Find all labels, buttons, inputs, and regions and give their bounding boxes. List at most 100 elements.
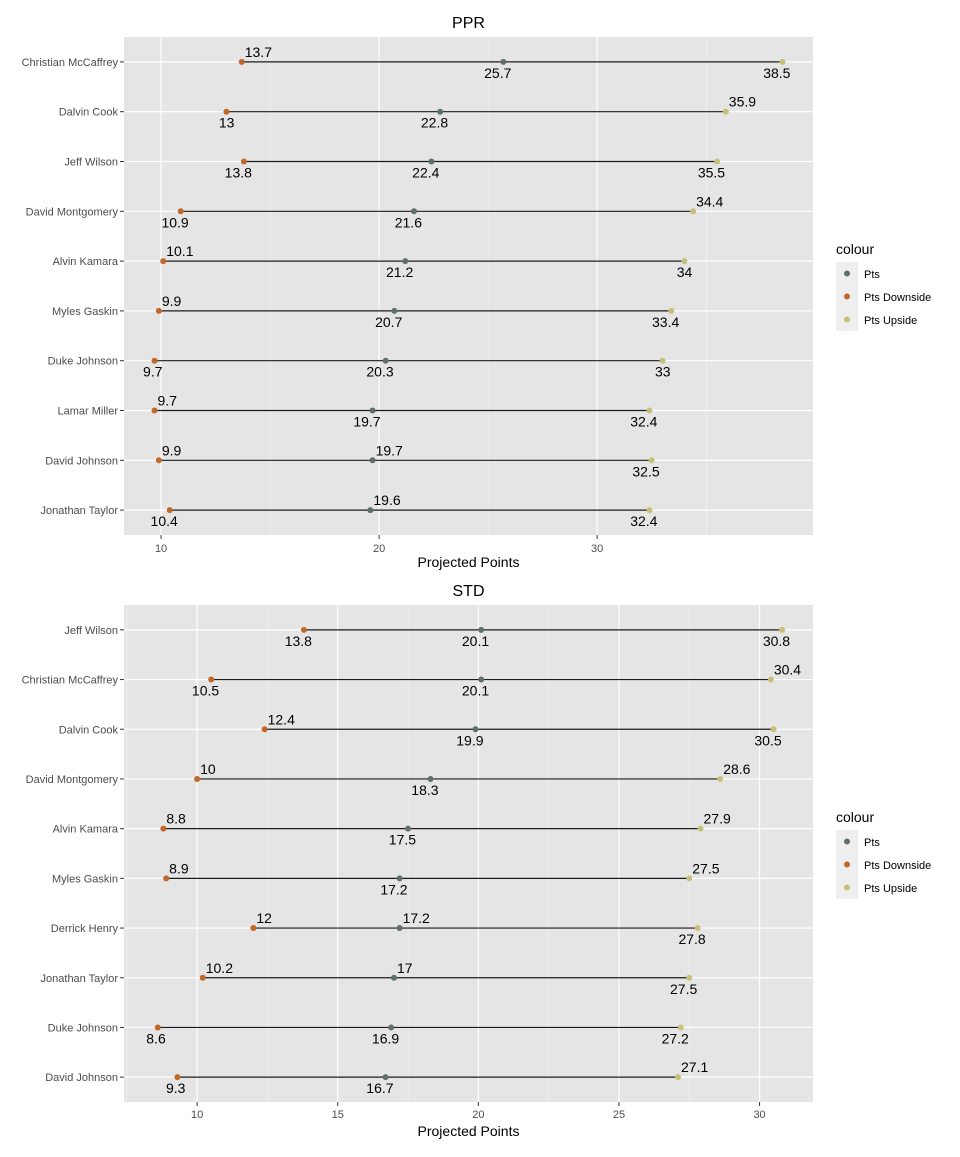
panel-std-category-label-christian-mccaffrey: Christian McCaffrey [22, 675, 119, 687]
panel-ppr-data-label-pts-lamar-miller: 19.7 [353, 414, 380, 430]
panel-std-data-label-pts-downside-jeff-wilson: 13.8 [285, 633, 312, 649]
panel-ppr-point-pts-downside-alvin-kamara [160, 258, 167, 265]
panel-ppr-point-pts-upside-david-montgomery [690, 208, 697, 215]
panel-std-point-pts-derrick-henry [396, 925, 403, 932]
panel-std-legend-swatch-pts [844, 838, 850, 845]
panel-std-point-pts-upside-david-johnson [675, 1074, 682, 1081]
panel-std-data-label-pts-upside-christian-mccaffrey: 30.4 [774, 662, 801, 678]
panel-ppr-data-label-pts-david-johnson: 19.7 [376, 442, 403, 458]
panel-ppr-point-pts-upside-alvin-kamara [681, 258, 688, 265]
panel-ppr-point-pts-christian-mccaffrey [500, 58, 507, 65]
panel-ppr-point-pts-lamar-miller [369, 407, 376, 414]
panel-ppr-legend-label-pts-downside: Pts Downside [864, 292, 931, 304]
panel-std-point-pts-upside-christian-mccaffrey [767, 676, 774, 683]
panel-std-data-label-pts-upside-david-johnson: 27.1 [681, 1059, 708, 1075]
panel-std-point-pts-downside-christian-mccaffrey [208, 676, 215, 683]
panel-std-category-label-david-montgomery: David Montgomery [26, 774, 119, 786]
panel-ppr-data-label-pts-downside-jeff-wilson: 13.8 [225, 165, 252, 181]
panel-ppr-point-pts-upside-jonathan-taylor [646, 507, 653, 514]
panel-std-point-pts-upside-jeff-wilson [779, 626, 786, 633]
panel-ppr-data-label-pts-downside-david-montgomery: 10.9 [161, 214, 188, 230]
panel-ppr-data-label-pts-jeff-wilson: 22.4 [412, 165, 439, 181]
panel-ppr-data-label-pts-upside-duke-johnson: 33 [655, 364, 671, 380]
panel-std-point-pts-downside-derrick-henry [250, 925, 257, 932]
panel-ppr-point-pts-downside-duke-johnson [151, 357, 158, 364]
panel-std-x-tick-label: 10 [191, 1109, 203, 1121]
panel-std-category-label-duke-johnson: Duke Johnson [48, 1022, 118, 1034]
panel-std-category-label-derrick-henry: Derrick Henry [51, 923, 119, 935]
panel-std-point-pts-duke-johnson [388, 1024, 395, 1031]
panel-std-point-pts-david-montgomery [427, 775, 434, 782]
panel-std-x-tick-label: 15 [332, 1109, 344, 1121]
panel-std-point-pts-downside-myles-gaskin [163, 875, 170, 882]
panel-std-point-pts-upside-david-montgomery [717, 775, 724, 782]
panel-std-point-pts-upside-jonathan-taylor [686, 974, 693, 981]
panel-ppr-data-label-pts-upside-alvin-kamara: 34 [677, 264, 693, 280]
panel-ppr-category-label-duke-johnson: Duke Johnson [48, 356, 118, 368]
panel-ppr-legend-swatch-pts-upside [844, 316, 850, 323]
panel-std-point-pts-downside-alvin-kamara [160, 825, 167, 832]
panel-ppr-legend-swatch-pts [844, 270, 850, 277]
panel-std-data-label-pts-downside-alvin-kamara: 8.8 [166, 811, 186, 827]
panel-ppr-point-pts-downside-david-montgomery [177, 208, 184, 215]
panel-ppr-data-label-pts-downside-alvin-kamara: 10.1 [166, 243, 193, 259]
panel-std-title: STD [453, 583, 485, 600]
panel-std-point-pts-downside-david-montgomery [194, 775, 201, 782]
panel-ppr-category-label-david-montgomery: David Montgomery [26, 206, 119, 218]
panel-std-category-label-dalvin-cook: Dalvin Cook [59, 724, 119, 736]
panel-std-legend-title: colour [836, 809, 874, 825]
panel-std-point-pts-dalvin-cook [472, 726, 479, 733]
panel-ppr-data-label-pts-upside-myles-gaskin: 33.4 [652, 314, 679, 330]
panel-ppr-point-pts-alvin-kamara [402, 258, 409, 265]
panel-std-point-pts-jonathan-taylor [390, 974, 397, 981]
panel-ppr-point-pts-myles-gaskin [391, 307, 398, 314]
panel-ppr-category-label-dalvin-cook: Dalvin Cook [59, 107, 119, 119]
panel-std-data-label-pts-upside-alvin-kamara: 27.9 [704, 811, 731, 827]
panel-std-legend-swatch-pts-upside [844, 884, 850, 891]
panel-ppr-category-label-alvin-kamara: Alvin Kamara [53, 256, 119, 268]
panel-std-data-label-pts-upside-jeff-wilson: 30.8 [763, 633, 790, 649]
panel-std-data-label-pts-upside-dalvin-cook: 30.5 [754, 732, 781, 748]
panel-ppr-x-tick-label: 20 [373, 543, 385, 555]
panel-ppr-legend-label-pts-upside: Pts Upside [864, 315, 917, 327]
panel-std-point-pts-downside-dalvin-cook [261, 726, 268, 733]
panel-ppr-point-pts-upside-duke-johnson [659, 357, 666, 364]
panel-ppr-category-label-lamar-miller: Lamar Miller [57, 406, 118, 418]
panel-ppr-data-label-pts-upside-dalvin-cook: 35.9 [729, 94, 756, 110]
panel-ppr-data-label-pts-downside-lamar-miller: 9.7 [158, 393, 178, 409]
panel-std-data-label-pts-christian-mccaffrey: 20.1 [462, 683, 489, 699]
panel-ppr-point-pts-downside-myles-gaskin [155, 307, 162, 314]
panel-std-data-label-pts-upside-duke-johnson: 27.2 [662, 1030, 689, 1046]
panel-ppr-data-label-pts-david-montgomery: 21.6 [395, 214, 422, 230]
panel-std-data-label-pts-downside-christian-mccaffrey: 10.5 [192, 683, 219, 699]
panel-std-data-label-pts-upside-derrick-henry: 27.8 [678, 931, 705, 947]
panel-std-legend-label-pts: Pts [864, 837, 880, 849]
panel-ppr-legend-swatch-pts-downside [844, 293, 850, 300]
panel-ppr-data-label-pts-downside-david-johnson: 9.9 [162, 442, 182, 458]
panel-std-point-pts-myles-gaskin [396, 875, 403, 882]
panel-ppr-plot-background [124, 37, 813, 535]
panel-ppr-category-label-christian-mccaffrey: Christian McCaffrey [22, 57, 119, 69]
panel-std-data-label-pts-downside-myles-gaskin: 8.9 [169, 860, 189, 876]
panel-std-data-label-pts-upside-jonathan-taylor: 27.5 [670, 981, 697, 997]
panel-ppr-legend-title: colour [836, 241, 874, 257]
panel-ppr-data-label-pts-downside-duke-johnson: 9.7 [143, 364, 163, 380]
panel-std-data-label-pts-downside-duke-johnson: 8.6 [146, 1030, 166, 1046]
panel-std-plot-background [124, 605, 813, 1102]
panel-ppr-data-label-pts-jonathan-taylor: 19.6 [373, 492, 400, 508]
panel-std-category-label-jeff-wilson: Jeff Wilson [64, 625, 118, 637]
panel-ppr-data-label-pts-alvin-kamara: 21.2 [386, 264, 413, 280]
panel-ppr-data-label-pts-upside-christian-mccaffrey: 38.5 [763, 65, 790, 81]
panel-ppr-data-label-pts-downside-dalvin-cook: 13 [219, 115, 235, 131]
panel-ppr-data-label-pts-upside-david-montgomery: 34.4 [696, 193, 723, 209]
panel-std-data-label-pts-downside-jonathan-taylor: 10.2 [206, 960, 233, 976]
panel-std-data-label-pts-duke-johnson: 16.9 [372, 1030, 399, 1046]
panel-ppr-title: PPR [452, 15, 485, 32]
panel-std-data-label-pts-david-montgomery: 18.3 [411, 782, 438, 798]
panel-ppr-data-label-pts-upside-david-johnson: 32.5 [632, 463, 659, 479]
panel-std-point-pts-downside-jeff-wilson [300, 626, 307, 633]
panel-std-point-pts-upside-dalvin-cook [770, 726, 777, 733]
panel-std-point-pts-downside-david-johnson [174, 1074, 181, 1081]
